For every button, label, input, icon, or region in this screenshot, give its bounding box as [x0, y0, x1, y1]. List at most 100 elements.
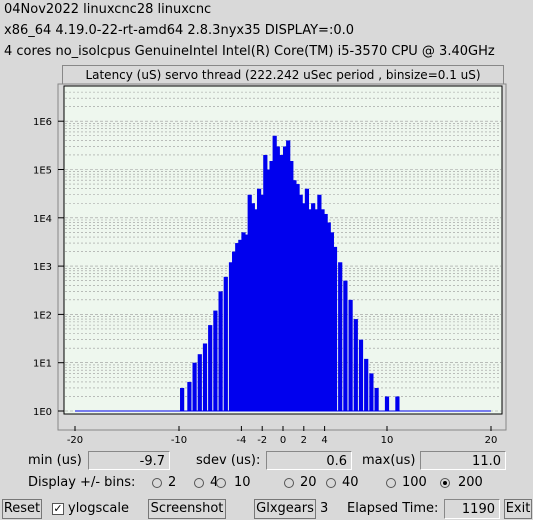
elapsed-time-label: Elapsed Time:	[347, 501, 439, 516]
header-line-cpu: 4 cores no_isolcpus GenuineIntel Intel(R…	[4, 44, 495, 59]
bins-option-label: 2	[168, 475, 177, 490]
bins-option-label: 4	[210, 475, 219, 490]
exit-button[interactable]: Exit	[504, 499, 532, 519]
histogram-bar	[358, 339, 364, 411]
histogram-bar	[269, 160, 274, 411]
plot-title: Latency (uS) servo thread (222.242 uSec …	[62, 65, 504, 86]
bins-option-label: 40	[342, 475, 359, 490]
y-tick-label: 1E5	[33, 166, 52, 177]
max-value: 11.0	[420, 451, 506, 470]
histogram-bar	[292, 180, 297, 411]
bins-option-label: 20	[300, 475, 317, 490]
histogram-bar	[228, 262, 234, 411]
histogram-bar	[343, 280, 348, 411]
histogram-bar	[320, 209, 325, 411]
histogram-bar	[364, 358, 369, 411]
histogram-bar	[266, 169, 271, 411]
bins-option-label: 100	[402, 475, 427, 490]
histogram-bar	[384, 396, 390, 411]
histogram-bar	[218, 291, 223, 411]
histogram-bar	[238, 239, 243, 411]
y-tick-label: 1E0	[33, 407, 52, 418]
sdev-label: sdev (us):	[196, 453, 261, 468]
y-tick-label: 1E6	[33, 117, 52, 128]
histogram-bar	[348, 299, 353, 411]
glxgears-count: 3	[320, 501, 329, 516]
bins-radio-100[interactable]	[386, 478, 396, 488]
reset-button[interactable]: Reset	[2, 499, 42, 519]
histogram-bar	[314, 209, 319, 411]
x-tick-label: 0	[280, 435, 286, 446]
histogram-bar	[298, 194, 303, 411]
histogram-bar	[369, 373, 374, 411]
histogram-bar	[247, 194, 252, 411]
x-tick-label: -20	[67, 435, 83, 446]
y-tick-label: 1E3	[33, 262, 52, 273]
histogram-bar	[395, 396, 400, 411]
max-label: max(us)	[362, 453, 416, 468]
header-line-date-host: 04Nov2022 linuxcnc28 linuxcnc	[4, 2, 212, 17]
ylogscale-checkbox[interactable]: ✓	[52, 502, 64, 515]
bins-option-label: 10	[234, 475, 251, 490]
histogram-bar	[213, 310, 218, 411]
histogram-bar	[311, 203, 316, 411]
histogram-bar	[374, 387, 379, 411]
y-tick-label: 1E1	[33, 359, 52, 370]
histogram-bar	[223, 276, 228, 411]
histogram-bar	[326, 222, 331, 411]
bins-radio-2[interactable]	[152, 478, 162, 488]
bins-radio-4[interactable]	[194, 478, 204, 488]
bins-radio-40[interactable]	[326, 478, 336, 488]
x-tick-label: -2	[257, 435, 267, 446]
min-label: min (us)	[28, 453, 82, 468]
y-tick-label: 1E2	[33, 310, 52, 321]
histogram-bar	[235, 243, 240, 411]
histogram-bar	[329, 232, 334, 411]
histogram-bar	[256, 188, 262, 411]
histogram-bar	[295, 184, 300, 411]
bins-label: Display +/- bins:	[28, 475, 136, 490]
bins-radio-10[interactable]	[216, 478, 226, 488]
histogram-bar	[180, 387, 185, 411]
histogram-bar	[253, 209, 259, 411]
bins-radio-20[interactable]	[284, 478, 294, 488]
histogram-bar	[232, 251, 237, 411]
histogram-bar	[250, 203, 255, 411]
histogram-bar	[286, 140, 291, 411]
ylogscale-label: ylogscale	[68, 501, 130, 516]
x-tick-label: -4	[236, 435, 246, 446]
histogram-bar	[338, 262, 343, 411]
x-tick-label: 2	[301, 435, 307, 446]
x-tick-label: 20	[485, 435, 498, 446]
histogram-bar	[260, 194, 265, 411]
histogram-bar	[332, 246, 338, 411]
histogram-bar	[323, 213, 328, 411]
histogram-bar	[289, 160, 294, 411]
x-tick-label: 10	[381, 435, 394, 446]
histogram-bar	[244, 234, 249, 411]
histogram-bar	[272, 135, 277, 411]
glxgears-button[interactable]: Glxgears	[254, 499, 316, 519]
screenshot-button[interactable]: Screenshot	[148, 499, 226, 519]
bins-radio-200[interactable]	[440, 478, 450, 488]
histogram-bar	[192, 362, 197, 411]
histogram-bar	[301, 203, 306, 411]
histogram-bar	[307, 209, 313, 411]
histogram-bar	[282, 146, 288, 411]
histogram-bar	[202, 343, 208, 411]
histogram-bar	[353, 319, 358, 411]
bins-option-label: 200	[458, 475, 483, 490]
histogram-bar	[317, 194, 322, 411]
header-line-kernel: x86_64 4.19.0-22-rt-amd64 2.8.3nyx35 DIS…	[4, 23, 354, 38]
histogram-bar	[304, 188, 310, 411]
histogram-bar	[263, 154, 268, 411]
x-tick-label: -10	[171, 435, 187, 446]
x-tick-label: 4	[321, 435, 327, 446]
histogram-bar	[208, 325, 213, 411]
histogram-bar	[187, 381, 192, 411]
histogram-bar	[275, 146, 280, 411]
min-value: -9.7	[88, 451, 170, 470]
histogram-bar	[241, 232, 246, 411]
histogram-bar	[197, 354, 202, 411]
